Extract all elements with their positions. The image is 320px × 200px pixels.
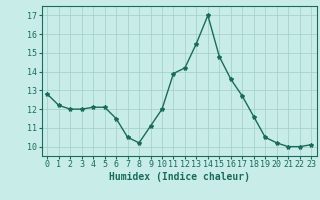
X-axis label: Humidex (Indice chaleur): Humidex (Indice chaleur) — [109, 172, 250, 182]
